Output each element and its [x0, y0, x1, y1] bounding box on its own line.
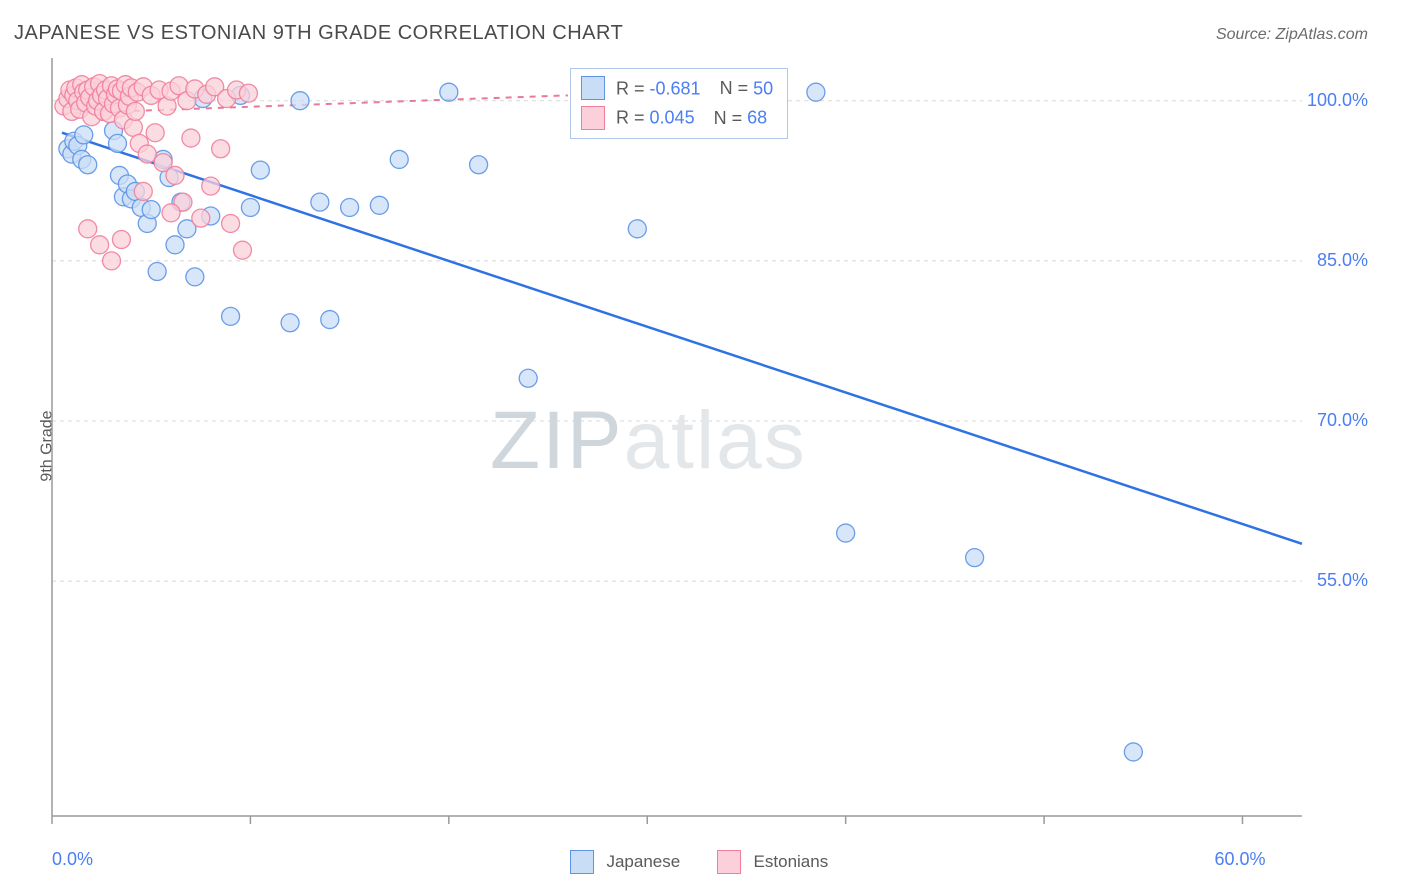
x-tick-label: 60.0% [1214, 849, 1265, 870]
stat-row-estonians: R = 0.045 N = 68 [581, 102, 773, 131]
legend-label-estonians: Estonians [754, 852, 829, 871]
legend-label-japanese: Japanese [606, 852, 680, 871]
stat-n-label-1: N = [714, 108, 748, 128]
stat-row-japanese: R = -0.681 N = 50 [581, 73, 773, 102]
series-legend: Japanese Estonians [570, 850, 828, 874]
stat-r-label: R = [616, 78, 650, 98]
y-tick-label: 100.0% [1307, 90, 1368, 111]
y-tick-label: 70.0% [1317, 410, 1368, 431]
x-tick-label: 0.0% [52, 849, 93, 870]
legend-swatch-japanese-icon [570, 850, 594, 874]
stat-n-value-1: 68 [747, 108, 767, 128]
stat-r-value-1: 0.045 [650, 108, 695, 128]
stat-n-label: N = [720, 78, 754, 98]
stat-r-label-1: R = [616, 108, 650, 128]
legend-swatch-estonians-icon [717, 850, 741, 874]
stat-n-value-0: 50 [753, 78, 773, 98]
stat-r-value-0: -0.681 [650, 78, 701, 98]
y-tick-label: 55.0% [1317, 570, 1368, 591]
correlation-legend: R = -0.681 N = 50 R = 0.045 N = 68 [570, 68, 788, 139]
swatch-japanese-icon [581, 76, 605, 100]
y-tick-label: 85.0% [1317, 250, 1368, 271]
swatch-estonians-icon [581, 106, 605, 130]
